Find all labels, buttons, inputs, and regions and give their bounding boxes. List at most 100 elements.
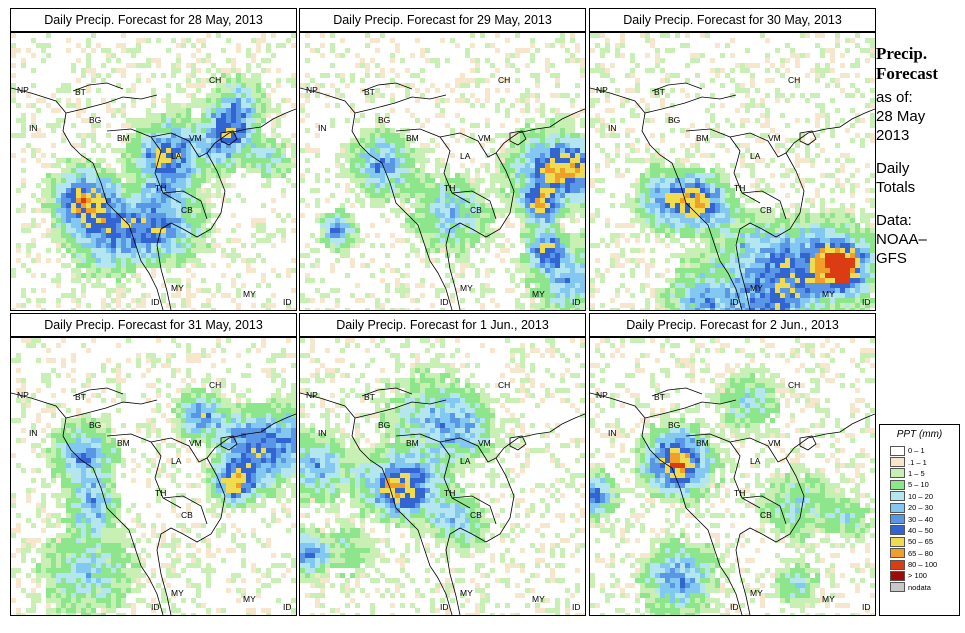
precip-cell [580, 243, 585, 248]
precip-cell [76, 163, 81, 168]
precip-cell [156, 138, 161, 143]
precip-cell [405, 193, 410, 198]
precip-cell [395, 183, 400, 188]
precip-cell [81, 73, 86, 78]
precip-cell [390, 38, 395, 43]
precip-cell [146, 38, 151, 43]
precip-cell [805, 33, 810, 38]
precip-cell [410, 218, 415, 223]
precip-cell [435, 183, 440, 188]
precip-cell [510, 53, 515, 58]
precip-cell [870, 278, 875, 283]
precip-cell [36, 208, 41, 213]
precip-cell [710, 193, 715, 198]
precip-cell [380, 308, 385, 310]
precip-cell [440, 288, 445, 293]
precip-cell [850, 238, 855, 243]
precip-cell [211, 98, 216, 103]
precip-cell [755, 288, 760, 293]
precip-cell [700, 198, 705, 203]
precip-cell [176, 148, 181, 153]
precip-cell [435, 63, 440, 68]
precip-cell [715, 248, 720, 253]
precip-cell [525, 118, 530, 123]
precip-cell [540, 103, 545, 108]
precip-cell [211, 88, 216, 93]
precip-cell [745, 143, 750, 148]
precip-cell [121, 198, 126, 203]
precip-cell [650, 38, 655, 43]
precip-cell [805, 208, 810, 213]
precip-cell [580, 153, 585, 158]
precip-cell [550, 288, 555, 293]
precip-cell [116, 83, 121, 88]
precip-cell [156, 248, 161, 253]
precip-cell [540, 243, 545, 248]
precip-cell [605, 218, 610, 223]
precip-cell [56, 208, 61, 213]
precip-cell [460, 238, 465, 243]
precip-cell [201, 158, 206, 163]
precip-cell [815, 153, 820, 158]
precip-cell [395, 178, 400, 183]
precip-cell [580, 228, 585, 233]
precip-cell [760, 293, 765, 298]
precip-cell [755, 208, 760, 213]
precip-cell [236, 158, 241, 163]
precip-cell [810, 238, 815, 243]
precip-cell [131, 148, 136, 153]
precip-cell [560, 188, 565, 193]
precip-cell [241, 143, 246, 148]
precip-cell [460, 243, 465, 248]
precip-cell [370, 183, 375, 188]
precip-cell [320, 278, 325, 283]
precip-cell [146, 58, 151, 63]
precip-cell [146, 63, 151, 68]
precip-cell [670, 128, 675, 133]
precip-cell [375, 48, 380, 53]
precip-cell [470, 158, 475, 163]
precip-cell [690, 168, 695, 173]
precip-cell [560, 308, 565, 310]
precip-cell [710, 283, 715, 288]
precip-cell [685, 168, 690, 173]
precip-cell [191, 93, 196, 98]
precip-cell [131, 123, 136, 128]
precip-cell [281, 163, 286, 168]
precip-cell [380, 33, 385, 38]
precip-cell [575, 188, 580, 193]
precip-cell [350, 263, 355, 268]
precip-cell [355, 198, 360, 203]
precip-cell [166, 238, 171, 243]
precip-cell [151, 168, 156, 173]
precip-cell [700, 278, 705, 283]
precip-cell [445, 233, 450, 238]
precip-cell [650, 293, 655, 298]
precip-cell [380, 168, 385, 173]
precip-cell [705, 183, 710, 188]
precip-cell [785, 273, 790, 278]
precip-cell [181, 233, 186, 238]
precip-cell [750, 183, 755, 188]
precip-cell [855, 33, 860, 38]
precip-cell [101, 308, 106, 310]
precip-cell [750, 198, 755, 203]
precip-cell [206, 173, 211, 178]
precip-cell [710, 68, 715, 73]
precip-cell [111, 108, 116, 113]
precip-cell [515, 268, 520, 273]
precip-cell [650, 68, 655, 73]
precip-cell [475, 223, 480, 228]
precip-cell [435, 293, 440, 298]
precip-cell [21, 118, 26, 123]
precip-cell [31, 148, 36, 153]
precip-cell [126, 223, 131, 228]
precip-cell [111, 243, 116, 248]
precip-cell [865, 133, 870, 138]
precip-cell [201, 198, 206, 203]
precip-cell [870, 113, 875, 118]
precip-cell [575, 43, 580, 48]
precip-cell [805, 213, 810, 218]
precip-cell [315, 83, 320, 88]
precip-cell [191, 238, 196, 243]
